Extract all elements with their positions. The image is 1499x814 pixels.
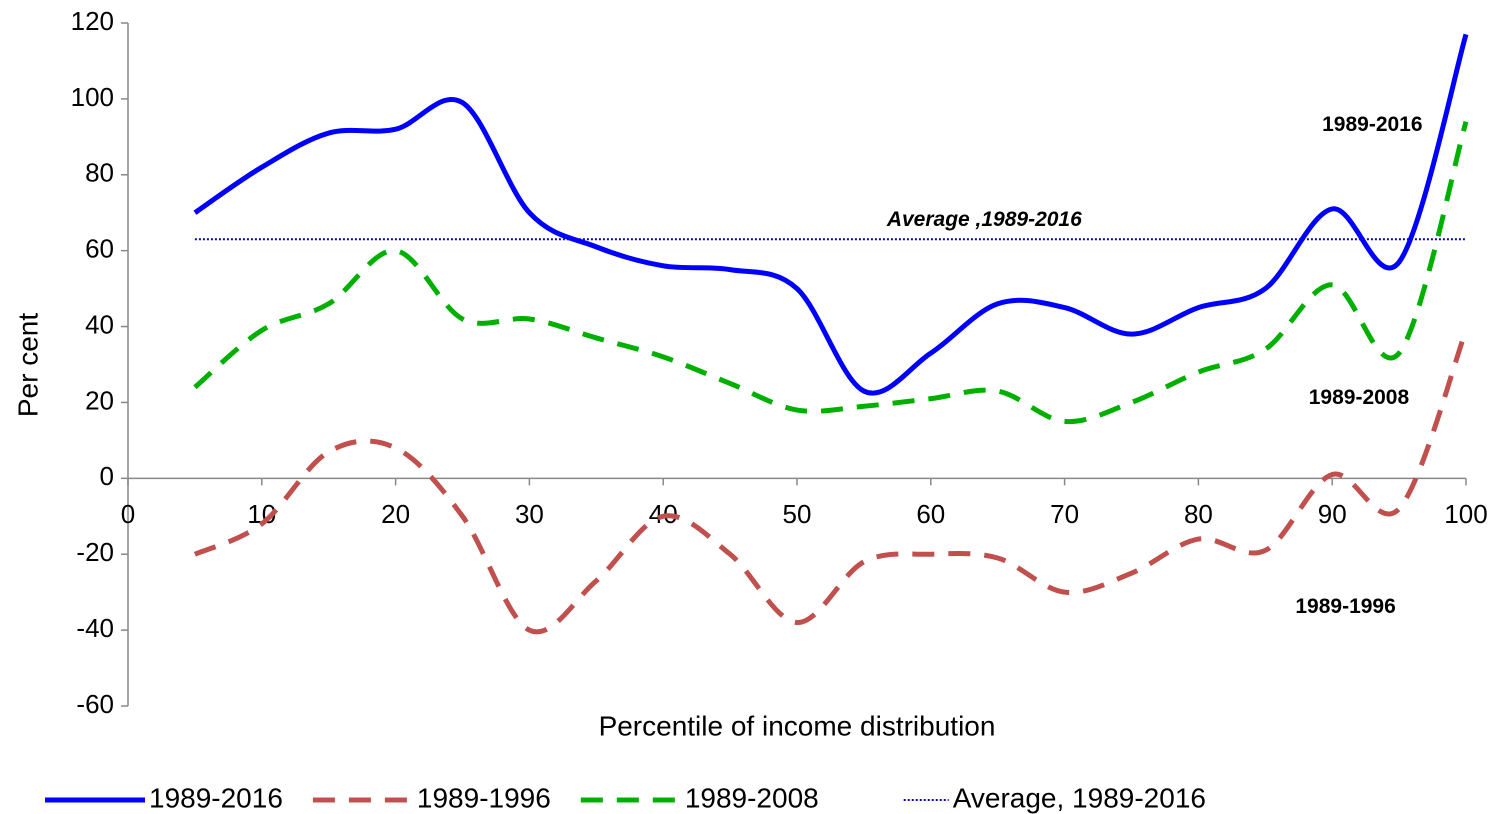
legend-label: Average, 1989-2016 <box>953 782 1206 813</box>
x-tick-label: 100 <box>1444 499 1487 529</box>
y-tick-label: 100 <box>71 82 114 112</box>
x-tick-label: 20 <box>381 499 410 529</box>
x-tick-label: 70 <box>1050 499 1079 529</box>
y-tick-label: -40 <box>76 613 114 643</box>
y-tick-label: 80 <box>85 158 114 188</box>
y-tick-label: -20 <box>76 537 114 567</box>
annotation: 1989-2008 <box>1309 386 1410 409</box>
y-tick-label: 20 <box>85 385 114 415</box>
legend-label: 1989-1996 <box>417 782 551 813</box>
series-line <box>193 329 1469 635</box>
annotation: 1989-1996 <box>1295 595 1395 618</box>
series-line <box>193 120 1469 425</box>
x-tick-label: 80 <box>1184 499 1213 529</box>
x-tick-label: 50 <box>783 499 812 529</box>
x-tick-label: 60 <box>916 499 945 529</box>
x-tick-label: 30 <box>515 499 544 529</box>
annotation: Average ,1989-2016 <box>886 208 1082 231</box>
y-tick-label: -60 <box>76 689 114 719</box>
y-tick-label: 0 <box>100 461 114 491</box>
x-tick-label: 90 <box>1318 499 1347 529</box>
x-axis-label: Percentile of income distribution <box>599 710 996 741</box>
legend-label: 1989-2016 <box>149 782 283 813</box>
annotation: 1989-2016 <box>1322 113 1422 136</box>
y-tick-label: 120 <box>71 6 114 36</box>
x-tick-label: 0 <box>121 499 135 529</box>
series-line <box>193 33 1469 396</box>
y-tick-label: 40 <box>85 309 114 339</box>
y-axis-label: Per cent <box>12 313 43 417</box>
y-tick-label: 60 <box>85 234 114 264</box>
legend-label: 1989-2008 <box>685 782 819 813</box>
